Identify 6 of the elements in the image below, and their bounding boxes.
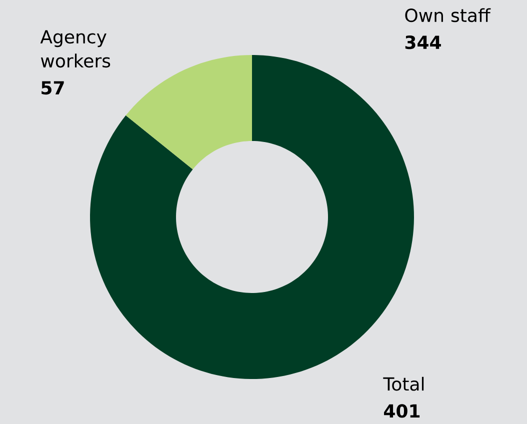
slice-label: Agency workers	[40, 30, 110, 68]
text: Total	[383, 376, 424, 391]
data-label: 57	[42, 81, 64, 95]
slice-label: Own staff	[405, 8, 491, 22]
text: 401	[384, 404, 420, 418]
data-label: 344	[405, 36, 441, 50]
